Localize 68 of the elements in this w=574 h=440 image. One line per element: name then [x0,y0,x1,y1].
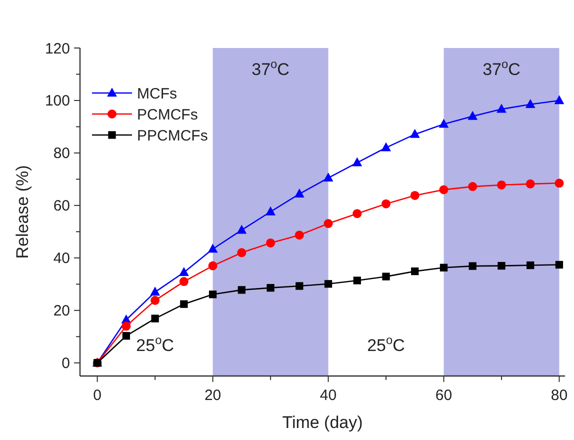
point [266,206,276,216]
point [526,179,535,188]
point [525,99,536,108]
point [439,185,448,194]
point [294,230,304,240]
point [179,277,188,286]
point [352,209,362,218]
point [323,172,334,182]
point [381,142,391,152]
x-tick-label: 40 [320,387,337,404]
x-tick-label: 20 [204,387,222,404]
point [150,286,160,296]
point [555,260,564,269]
y-tick-label: 20 [53,302,70,320]
point [324,219,333,228]
x-axis-title: Time (day) [282,413,363,432]
point [468,110,478,120]
point [440,264,448,272]
point [496,104,506,113]
point [468,262,476,270]
point [526,261,534,270]
legend-label: MCFs [137,85,177,102]
legend-label: PPCMCFs [137,127,208,144]
band-label: 37$^{o}$C [482,57,520,79]
point [178,266,189,276]
annotation: 25$^{o}$C [136,333,174,355]
point [498,262,506,270]
point [382,199,391,208]
point [353,276,361,284]
band-label: 37$^{o}$C [252,57,290,79]
point [208,290,217,298]
y-tick-label: 120 [44,40,70,58]
point [352,157,362,166]
point [122,322,131,331]
point [438,118,449,128]
point [554,178,564,188]
point [324,280,332,288]
point [411,267,419,276]
point [410,128,420,138]
point [151,314,159,322]
point [382,272,390,280]
point [150,296,160,305]
annotation: 25$^{o}$C [367,333,405,355]
point [296,282,304,290]
point [238,286,246,294]
point [294,188,304,198]
point [410,190,420,200]
y-tick-label: 40 [53,250,70,268]
y-axis-title: Release (%) [13,165,32,259]
x-tick-label: 60 [435,387,452,404]
point [208,261,218,270]
point [468,182,478,192]
y-tick-label: 100 [44,92,70,110]
x-tick-label: 80 [550,387,568,404]
y-tick-label: 60 [53,198,70,215]
point [266,284,274,292]
point [496,180,506,190]
point [237,248,246,258]
point [180,300,188,308]
point [266,238,276,248]
x-tick-label: 0 [93,387,102,404]
point [208,244,218,253]
y-tick-label: 80 [53,145,70,162]
point [554,95,564,104]
legend-label: PCMCFs [137,106,198,124]
point [236,224,247,234]
y-tick-label: 0 [62,355,70,372]
point [122,332,130,340]
